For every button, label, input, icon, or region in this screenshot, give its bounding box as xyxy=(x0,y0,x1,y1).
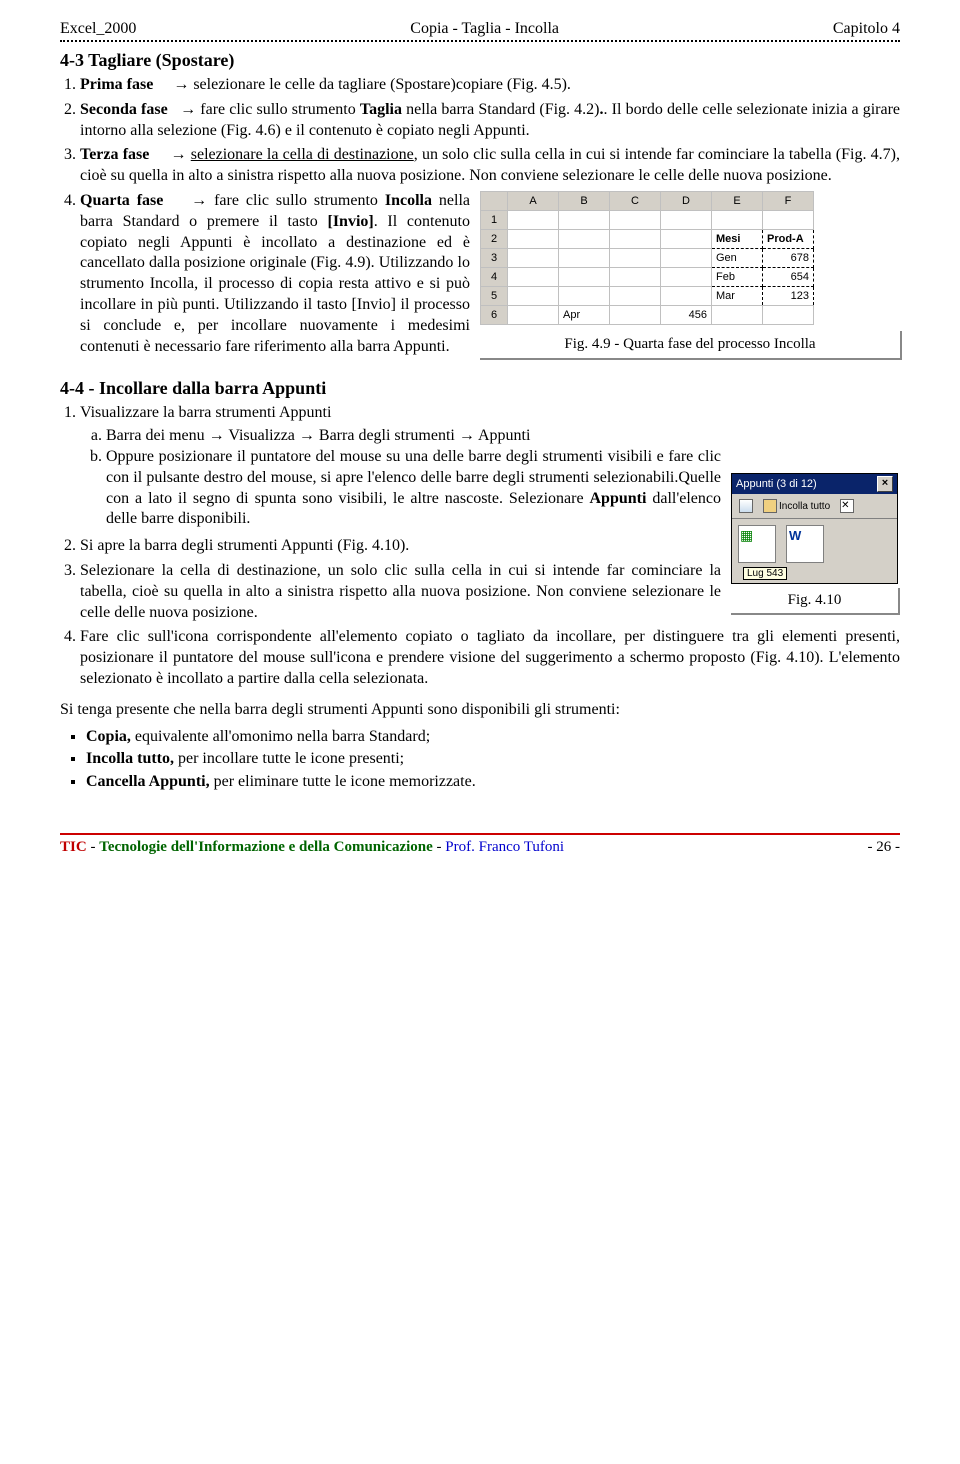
footer-dash: - xyxy=(87,839,100,855)
paste-icon xyxy=(763,499,777,513)
bullet-copia: Copia, equivalente all'omonimo nella bar… xyxy=(86,727,900,748)
clipboard-pane: Appunti (3 di 12) × Incolla tutto ✕ ▦ Lu… xyxy=(731,473,898,584)
arrow-icon: → xyxy=(299,427,315,444)
excel-sheet-fig-4-9: ABCDEF12MesiProd-A3Gen6784Feb6545Mar1236… xyxy=(480,191,814,325)
closing-bullets: Copia, equivalente all'omonimo nella bar… xyxy=(60,727,900,793)
s44-1a-v: Visualizza xyxy=(228,427,295,444)
step3-lead: Terza fase xyxy=(80,146,149,163)
clip-tooltip: Lug 543 xyxy=(743,567,787,580)
step4-text-c: . Il contenuto copiato negli Appunti è i… xyxy=(80,213,470,355)
b2-text: per incollare tutte le icone presenti; xyxy=(174,750,404,767)
s44-step-4: Fare clic sull'icona corrispondente all'… xyxy=(80,627,900,689)
header-right: Capitolo 4 xyxy=(833,20,900,38)
b3-bold: Cancella Appunti, xyxy=(86,773,210,790)
clip-item-1[interactable]: ▦ Lug 543 xyxy=(738,525,776,563)
b3-text: per eliminare tutte le icone memorizzate… xyxy=(210,773,476,790)
paste-all-button[interactable]: Incolla tutto xyxy=(759,497,834,515)
s44-step1-text: Visualizzare la barra strumenti Appunti xyxy=(80,404,331,421)
paste-all-label: Incolla tutto xyxy=(779,501,830,512)
header-center: Copia - Taglia - Incolla xyxy=(410,20,559,38)
step-1: Prima fase → selezionare le celle da tag… xyxy=(80,75,900,96)
section-4-3-steps: Prima fase → selezionare le celle da tag… xyxy=(60,75,900,364)
step4-lead: Quarta fase xyxy=(80,192,163,209)
step-2: Seconda fase → fare clic sullo strumento… xyxy=(80,100,900,142)
footer-prof: Prof. Franco Tufoni xyxy=(445,839,564,855)
s44-1a-app: Appunti xyxy=(478,427,530,444)
b1-text: equivalente all'omonimo nella barra Stan… xyxy=(131,728,430,745)
step4-text-a: fare clic sullo strumento xyxy=(214,192,385,209)
step3-text: selezionare la cella di destinazione, un… xyxy=(80,146,900,184)
step2-taglia: Taglia xyxy=(360,101,402,118)
clipboard-titlebar: Appunti (3 di 12) × xyxy=(732,474,897,494)
step2-text-a: fare clic sullo strumento xyxy=(200,101,360,118)
step-4: ABCDEF12MesiProd-A3Gen6784Feb6545Mar1236… xyxy=(80,191,900,365)
clip-item-3[interactable] xyxy=(834,525,872,563)
arrow-icon: → xyxy=(173,76,189,93)
header-left: Excel_2000 xyxy=(60,20,136,38)
footer-tech: Tecnologie dell'Informazione e della Com… xyxy=(99,839,433,855)
bullet-incolla-tutto: Incolla tutto, per incollare tutte le ic… xyxy=(86,749,900,770)
step1-lead: Prima fase xyxy=(80,76,153,93)
excel-icon: ▦ xyxy=(739,526,754,545)
bullet-cancella: Cancella Appunti, per eliminare tutte le… xyxy=(86,772,900,793)
fig-4-9-caption: Fig. 4.9 - Quarta fase del processo Inco… xyxy=(480,331,902,361)
clipboard-toolbar: Incolla tutto ✕ xyxy=(732,494,897,519)
b2-bold: Incolla tutto, xyxy=(86,750,174,767)
step4-incolla: Incolla xyxy=(385,192,432,209)
step2-lead: Seconda fase xyxy=(80,101,168,118)
step1-text: selezionare le celle da tagliare (Sposta… xyxy=(193,76,571,93)
arrow-icon: → xyxy=(180,101,196,118)
step2-text-b: nella barra Standard (Fig. 4.2) xyxy=(402,101,600,118)
section-4-4-title: 4-4 - Incollare dalla barra Appunti xyxy=(60,378,900,399)
step4-invio: [Invio] xyxy=(327,213,373,230)
footer-page: - 26 - xyxy=(868,839,901,856)
clear-button[interactable]: ✕ xyxy=(836,497,858,515)
copy-icon xyxy=(739,499,753,513)
arrow-icon: → xyxy=(191,192,207,209)
footer-left: TIC - Tecnologie dell'Informazione e del… xyxy=(60,839,564,856)
fig-4-10-caption: Fig. 4.10 xyxy=(731,588,900,615)
clipboard-title-text: Appunti (3 di 12) xyxy=(736,478,817,490)
arrow-icon: → xyxy=(459,427,475,444)
footer-tic: TIC xyxy=(60,839,87,855)
s44-1b-bold: Appunti xyxy=(590,490,647,507)
s44-step1a: Barra dei menu → Visualizza → Barra degl… xyxy=(106,426,900,447)
word-icon: W xyxy=(787,526,803,545)
close-icon[interactable]: × xyxy=(877,476,893,492)
closing-intro: Si tenga presente che nella barra degli … xyxy=(60,700,900,721)
arrow-icon: → xyxy=(171,146,187,163)
page-footer: TIC - Tecnologie dell'Informazione e del… xyxy=(60,833,900,856)
copy-button[interactable] xyxy=(735,497,757,515)
footer-mid: - xyxy=(433,839,446,855)
step-3: Terza fase → selezionare la cella di des… xyxy=(80,145,900,187)
arrow-icon: → xyxy=(209,427,225,444)
s44-1a-mid: Barra degli strumenti xyxy=(315,427,459,444)
section-4-3-title: 4-3 Tagliare (Spostare) xyxy=(60,50,900,71)
clipboard-items: ▦ Lug 543 W xyxy=(732,519,897,569)
clip-item-2[interactable]: W xyxy=(786,525,824,563)
clear-icon: ✕ xyxy=(840,499,854,513)
b1-bold: Copia, xyxy=(86,728,131,745)
s44-1a-pre: Barra dei menu xyxy=(106,427,209,444)
page-header: Excel_2000 Copia - Taglia - Incolla Capi… xyxy=(60,20,900,42)
